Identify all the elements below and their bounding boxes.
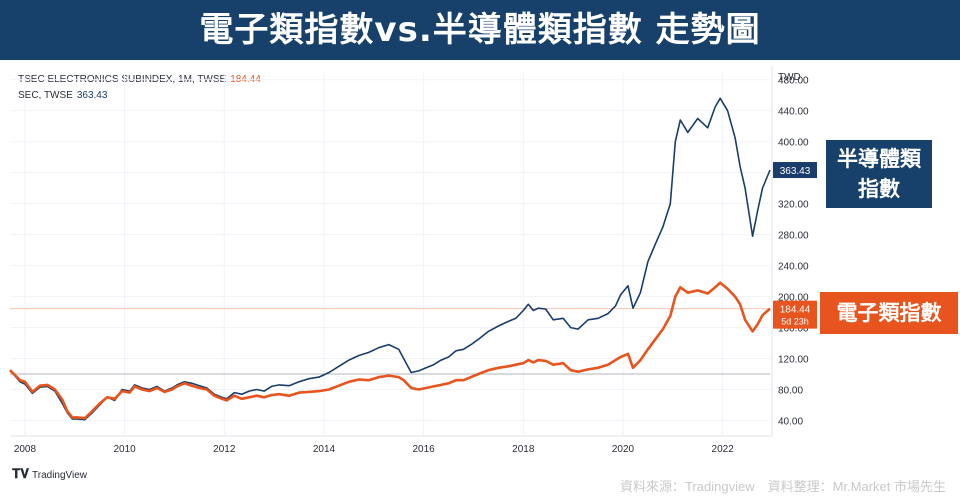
electronics-callout: 電子類指數 <box>820 292 958 334</box>
y-tick-label-4: 200.00 <box>778 293 809 304</box>
axis-unit: TWD <box>778 72 801 83</box>
x-tick-label-6: 2020 <box>612 444 635 455</box>
y-tick-label-10: 440.00 <box>778 107 809 118</box>
x-tick-label-7: 2022 <box>712 444 735 455</box>
semiconductor-price-tag-label: 363.43 <box>780 166 811 177</box>
legend-semiconductor-value: 363.43 <box>76 90 108 101</box>
semiconductor-series-line <box>9 97 771 421</box>
tradingview-logo[interactable]: 𝐓𝐕 TradingView <box>12 466 87 482</box>
x-axis: 2008 2010 2012 2014 2016 2018 2020 2022 <box>14 444 734 455</box>
y-tick-label-3: 160.00 <box>778 324 809 335</box>
y-tick-label-5: 240.00 <box>778 262 809 273</box>
y-tick-label-11: 480.00 <box>778 76 809 87</box>
legend-item-semiconductor[interactable]: SEC, TWSE 363.43 <box>18 88 261 104</box>
y-tick-label-2: 120.00 <box>778 355 809 366</box>
tradingview-icon: 𝐓𝐕 <box>12 466 29 481</box>
semiconductor-price-tag <box>773 162 817 179</box>
series-lines <box>9 97 771 421</box>
semiconductor-callout-line2: 指數 <box>858 177 900 201</box>
y-axis: 40.00 80.00 120.00 160.00 200.00 240.00 280.00… <box>778 76 809 428</box>
x-tick-label-1: 2010 <box>113 444 136 455</box>
reference-lines <box>10 308 770 375</box>
y-tick-label-7: 320.00 <box>778 200 809 211</box>
x-tick-label-0: 2008 <box>14 444 37 455</box>
x-tick-label-5: 2018 <box>512 444 535 455</box>
x-tick-label-4: 2016 <box>413 444 436 455</box>
semiconductor-callout-line1: 半導體類 <box>837 147 921 171</box>
legend-semiconductor-name: SEC, TWSE <box>18 90 73 101</box>
page-title: 電子類指數vs.半導體類指數 走勢圖 <box>0 0 960 60</box>
electronics-series-line <box>9 281 771 420</box>
y-tick-label-9: 400.00 <box>778 138 809 149</box>
gridlines <box>10 66 773 437</box>
electronics-price-tag-label: 184.44 <box>780 305 811 316</box>
x-tick-label-2: 2012 <box>213 444 236 455</box>
electronics-countdown-label: 5d 23h <box>781 317 809 327</box>
y-tick-label-1: 80.00 <box>778 386 803 397</box>
y-tick-label-6: 280.00 <box>778 231 809 242</box>
semiconductor-callout: 半導體類 指數 <box>826 140 932 208</box>
x-tick-label-3: 2014 <box>313 444 336 455</box>
tradingview-wordmark: TradingView <box>32 470 88 481</box>
data-source-note: 資料來源：Tradingview 資料整理：Mr.Market 市場先生 <box>620 479 946 494</box>
electronics-price-tag <box>773 300 817 329</box>
y-tick-label-0: 40.00 <box>778 417 803 428</box>
